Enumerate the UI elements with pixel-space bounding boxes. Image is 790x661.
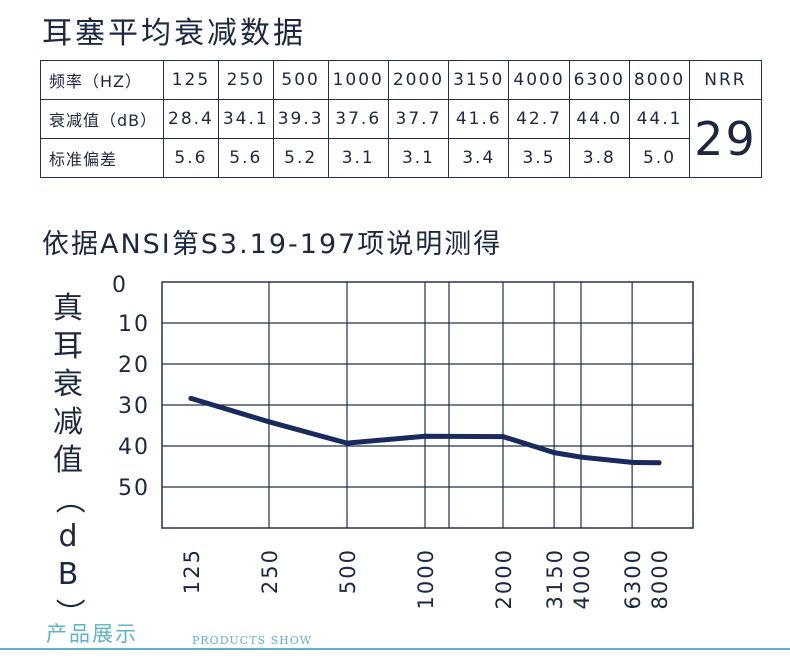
stddev-cell: 5.6 (163, 138, 219, 178)
attenuation-cell: 44.0 (568, 99, 630, 139)
data-point (500, 434, 506, 440)
data-point (551, 450, 557, 456)
x-tick-label: 3150 (543, 548, 567, 609)
y-tick-label: 40 (118, 435, 150, 460)
footer-products-cn[interactable]: 产品展示 (46, 622, 138, 646)
x-tick-label: 6300 (621, 548, 645, 609)
y-tick-label: 50 (118, 476, 150, 501)
stddev-cell: 3.1 (327, 138, 389, 178)
stddev-cell: 5.2 (272, 138, 329, 178)
attenuation-cell: 34.1 (217, 99, 274, 139)
stddev-cell: 5.6 (217, 138, 274, 178)
y-axis-label-char: d (58, 519, 78, 554)
x-tick-label: 8000 (648, 548, 672, 609)
x-tick-label: 1000 (414, 548, 438, 609)
freq-cell: 3150 (448, 60, 510, 100)
y-axis-label-char: 真 (53, 291, 83, 326)
data-point (188, 395, 194, 401)
x-tick-label: 125 (180, 548, 204, 594)
y-tick-label: 10 (118, 312, 150, 337)
x-tick-label: 250 (258, 548, 282, 594)
attenuation-cell: 28.4 (163, 99, 219, 139)
chart-subtitle: 依据ANSI第S3.19-197项说明测得 (42, 229, 503, 260)
nrr-value: 29 (689, 99, 762, 178)
nrr-label: NRR (689, 60, 762, 100)
attenuation-cell: 41.6 (448, 99, 510, 139)
stddev-cell: 3.5 (508, 138, 570, 178)
y-axis-label-char: 衰 (53, 367, 83, 402)
freq-cell: 250 (217, 60, 274, 100)
x-tick-label: 500 (336, 548, 360, 594)
freq-cell: 2000 (387, 60, 450, 100)
stddev-cell: 3.1 (387, 138, 450, 178)
freq-cell: 6300 (568, 60, 630, 100)
y-tick-label: 20 (118, 353, 150, 378)
y-axis-label-char: 耳 (53, 329, 83, 364)
stddev-cell: 3.4 (448, 138, 510, 178)
stddev-cell: 5.0 (628, 138, 691, 178)
row-label-frequency: 频率（HZ） (40, 60, 164, 100)
attenuation-table: 频率（HZ） 125 250 500 1000 2000 3150 4000 6… (40, 60, 762, 178)
data-point (578, 454, 584, 460)
page-title: 耳塞平均衰减数据 (42, 16, 306, 51)
data-point (422, 433, 428, 439)
attenuation-cell: 37.6 (327, 99, 389, 139)
freq-cell: 125 (163, 60, 219, 100)
table-row-attenuation: 衰减值（dB） 28.4 34.1 39.3 37.6 37.7 41.6 42… (40, 99, 762, 178)
y-axis-label-char: B (57, 557, 79, 592)
y-tick-label: 0 (112, 273, 128, 298)
attenuation-cell: 37.7 (387, 99, 450, 139)
table-row-frequency: 频率（HZ） 125 250 500 1000 2000 3150 4000 6… (40, 60, 762, 100)
data-point (266, 419, 272, 425)
data-point (656, 460, 662, 466)
attenuation-cell: 44.1 (628, 99, 691, 139)
freq-cell: 8000 (628, 60, 691, 100)
x-tick-label: 4000 (570, 548, 594, 609)
freq-cell: 1000 (327, 60, 389, 100)
y-axis-label-char: 值 (53, 443, 83, 478)
y-tick-label: 30 (118, 394, 150, 419)
row-label-stddev: 标准偏差 (40, 138, 164, 178)
y-axis-label-char: 减 (53, 405, 83, 440)
footer-divider (0, 648, 790, 650)
data-point (344, 440, 350, 446)
row-label-attenuation: 衰减值（dB） (40, 99, 164, 139)
x-tick-label: 2000 (492, 548, 516, 609)
y-axis-label: 真耳衰减值（d B） (48, 290, 88, 632)
data-point (629, 459, 635, 465)
footer-products-en[interactable]: PRODUCTS SHOW (192, 634, 313, 647)
table-row-stddev: 标准偏差 5.6 5.6 5.2 3.1 3.1 3.4 3.5 3.8 5.0 (40, 138, 762, 178)
stddev-cell: 3.8 (568, 138, 630, 178)
